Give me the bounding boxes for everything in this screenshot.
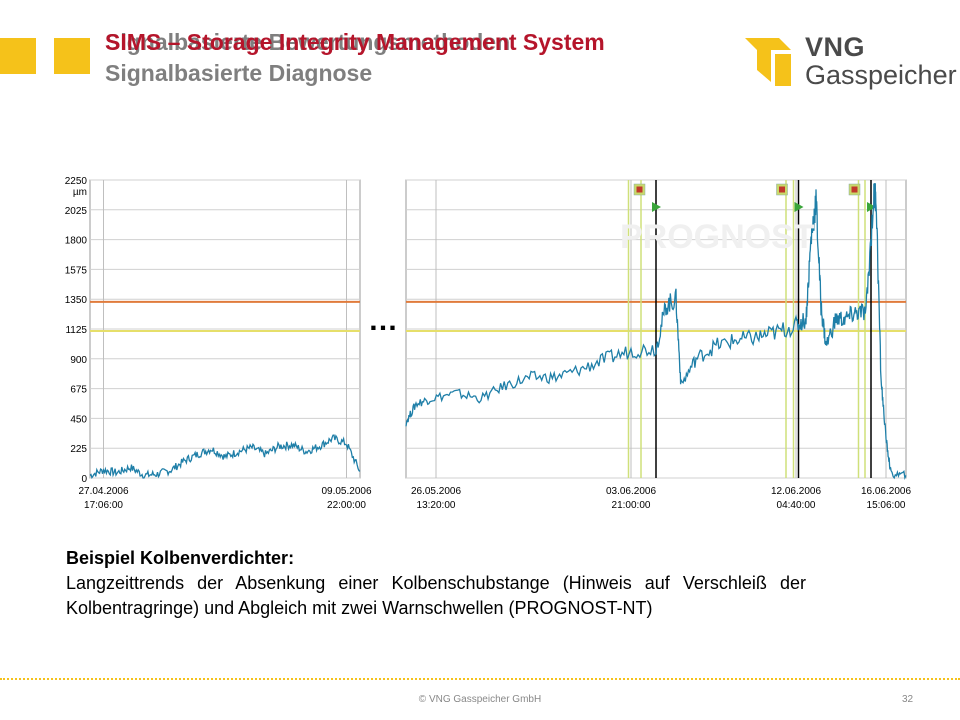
decor-square-right [54, 38, 90, 74]
logo-line1: VNG [805, 32, 866, 62]
logo-line2: Gasspeicher [805, 60, 957, 90]
x-tick-date: 16.06.2006 [861, 486, 911, 497]
gap-ellipsis: … [368, 304, 398, 337]
x-tick-time: 22:00:00 [327, 500, 366, 511]
y-tick-label: 1350 [65, 295, 88, 306]
x-tick-date: 27.04.2006 [78, 486, 128, 497]
series-line [405, 182, 907, 481]
footer-copyright: © VNG Gasspeicher GmbH [418, 694, 542, 705]
x-tick-time: 15:06:00 [867, 500, 906, 511]
x-tick-time: 17:06:00 [84, 500, 123, 511]
page-subtitle: Signalbasierte Diagnose [105, 60, 373, 86]
play-marker-icon [794, 202, 804, 212]
company-logo: VNG Gasspeicher [745, 30, 957, 94]
chart-caption: Beispiel Kolbenverdichter: Langzeittrend… [66, 546, 806, 621]
alarm-flag-dot [636, 186, 643, 193]
y-unit-label: µm [73, 187, 87, 198]
title-red: SIMS – Storage Integrity Management Syst… [105, 29, 605, 55]
y-tick-label: 0 [81, 474, 87, 485]
x-tick-date: 26.05.2006 [411, 486, 461, 497]
y-tick-label: 225 [70, 444, 87, 455]
alarm-flag-dot [779, 186, 785, 193]
y-tick-label: 2250 [65, 176, 88, 187]
y-tick-label: 1125 [65, 325, 87, 336]
x-tick-time: 21:00:00 [612, 500, 651, 511]
y-tick-label: 450 [70, 414, 87, 425]
logo-mark-icon [745, 38, 791, 86]
y-tick-label: 675 [70, 385, 87, 396]
page-title: Signalbasierte Bewertungsmethoden SIMS –… [105, 28, 605, 56]
y-tick-label: 1575 [65, 265, 88, 276]
x-tick-date: 03.06.2006 [606, 486, 656, 497]
footer-divider [0, 678, 960, 680]
series-line [89, 434, 361, 480]
y-tick-label: 2025 [65, 206, 88, 217]
y-tick-label: 1800 [65, 236, 88, 247]
x-tick-time: 04:40:00 [777, 500, 816, 511]
title-grey: Signalbasierte Bewertungsmethoden [105, 29, 511, 55]
play-marker-icon [652, 202, 661, 212]
page-number: 32 [902, 694, 914, 705]
caption-heading: Beispiel Kolbenverdichter: [66, 548, 295, 568]
x-tick-date: 09.05.2006 [321, 486, 371, 497]
y-tick-label: 900 [70, 355, 87, 366]
decor-square-left [0, 38, 36, 74]
x-tick-time: 13:20:00 [417, 500, 456, 511]
play-marker-icon [867, 202, 876, 212]
alarm-flag-dot [851, 186, 858, 193]
caption-body: Langzeittrends der Absenkung einer Kolbe… [66, 573, 806, 618]
x-tick-date: 12.06.2006 [771, 486, 821, 497]
watermark-logo: PROGNOST [620, 218, 815, 256]
